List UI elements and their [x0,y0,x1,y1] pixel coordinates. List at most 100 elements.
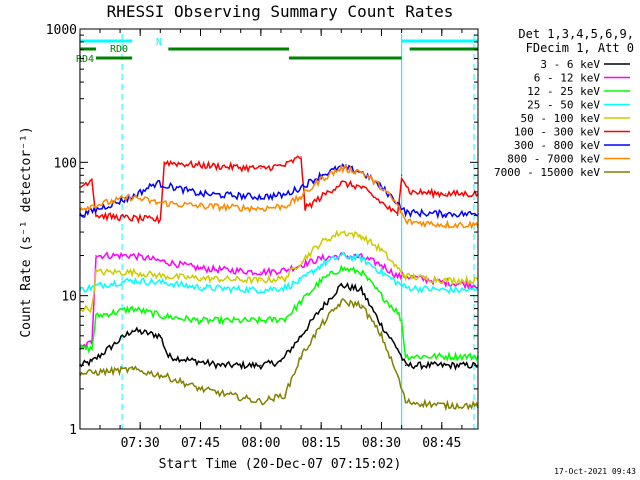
data-point [320,279,322,282]
data-point [91,348,93,350]
data-point [445,282,447,284]
series-line [79,282,479,371]
data-point [396,214,399,217]
data-point [91,178,93,180]
data-point [340,231,342,233]
data-point [300,186,302,188]
marker-label-n: N [156,37,162,48]
data-point [284,269,286,271]
data-point [260,401,262,403]
data-point [380,249,383,251]
data-point [199,205,202,207]
y-tick-label: 1000 [46,23,77,38]
data-point [131,217,133,220]
series-5 [79,229,479,314]
data-point [320,196,322,198]
data-point [155,182,157,184]
data-point [95,315,97,318]
data-point [396,375,399,377]
data-point [380,201,383,204]
data-point [445,364,447,367]
data-point [284,318,286,320]
data-point [163,282,166,284]
data-point [404,275,407,277]
data-point [340,254,342,257]
data-point [163,260,166,263]
data-point [445,355,447,358]
data-point [167,355,170,358]
x-tick-label: 07:30 [121,436,160,451]
data-point [404,355,407,358]
data-point [396,348,399,350]
data-point [304,207,306,210]
series-line [79,251,479,350]
data-point [400,174,403,176]
series-3 [79,264,479,362]
data-point [131,368,133,371]
series-line [79,229,479,314]
data-point [95,254,97,257]
legend-label: 7000 - 15000 keV [494,166,600,179]
data-point [163,375,166,377]
data-point [199,277,202,279]
data-point [300,196,302,198]
data-point [320,241,322,244]
legend-label: 25 - 50 keV [527,99,600,112]
series-line [79,251,479,295]
data-point [396,201,399,204]
data-point [340,167,342,170]
data-point [380,264,383,266]
data-point [380,186,383,188]
data-point [396,204,399,206]
data-point [380,324,383,326]
data-point [163,275,166,277]
legend-label: 12 - 25 keV [527,85,600,98]
x-tick-label: 08:45 [422,436,461,451]
data-point [284,277,286,279]
data-point [320,307,322,310]
data-point [445,213,447,215]
data-point [300,335,302,337]
chart-title: RHESSI Observing Summary Count Rates [107,2,454,21]
series-7 [79,163,479,220]
data-point [340,301,342,303]
x-tick-label: 08:00 [241,436,280,451]
data-point [95,214,97,217]
data-point [396,267,399,270]
marker-label-rd4: RD4 [76,54,94,65]
data-point [131,329,133,331]
data-point [260,207,262,210]
data-point [199,286,202,289]
data-point [360,304,363,306]
data-point [131,196,133,198]
data-point [445,404,447,407]
data-point [320,257,322,260]
data-point [91,307,93,310]
x-tick-label: 08:15 [302,436,341,451]
series-2 [79,251,479,350]
data-point [360,186,363,188]
data-point [199,164,202,167]
data-point [360,171,363,173]
data-point [400,319,403,322]
data-point [199,267,202,270]
y-tick-label: 10 [61,290,77,305]
data-point [260,167,262,170]
data-point [260,271,262,273]
legend-label: 100 - 300 keV [514,126,600,139]
data-point [360,235,363,237]
series-8 [79,163,479,230]
data-point [159,219,161,221]
series-line [79,298,479,412]
y-tick-label: 100 [54,156,77,171]
data-point [284,194,286,196]
data-point [199,319,202,322]
data-point [260,289,262,291]
y-axis-label: Count Rate (s⁻¹ detector⁻¹) [19,126,34,337]
data-point [91,360,93,363]
x-axis-label: Start Time (20-Dec-07 07:15:02) [159,457,402,472]
series-line [79,155,479,225]
data-point [380,294,383,297]
data-point [340,267,342,270]
